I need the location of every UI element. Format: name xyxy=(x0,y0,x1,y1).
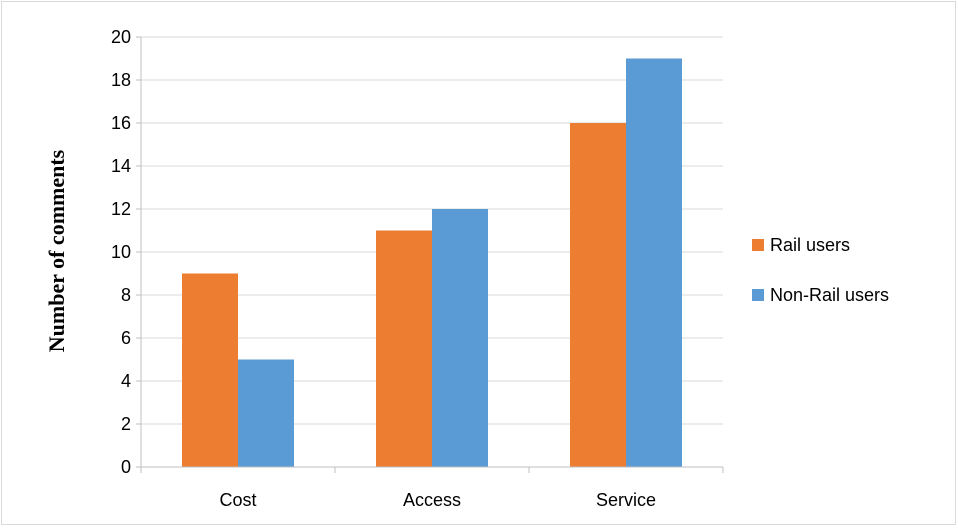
y-tick-label: 12 xyxy=(111,199,131,219)
y-tick-label: 18 xyxy=(111,70,131,90)
y-tick-label: 16 xyxy=(111,113,131,133)
x-category-labels: Cost Access Service xyxy=(219,490,656,510)
legend-swatch xyxy=(752,239,764,251)
y-tick-label: 14 xyxy=(111,156,131,176)
bar-rail-users-access xyxy=(376,231,432,468)
legend-label: Rail users xyxy=(770,235,850,255)
y-tick-label: 8 xyxy=(121,285,131,305)
legend-label: Non-Rail users xyxy=(770,285,889,305)
x-category-label: Cost xyxy=(219,490,256,510)
y-tick-label: 10 xyxy=(111,242,131,262)
bar-rail-users-cost xyxy=(182,274,238,468)
x-category-label: Access xyxy=(403,490,461,510)
legend: Rail users Non-Rail users xyxy=(752,235,889,305)
y-tick-label: 6 xyxy=(121,328,131,348)
bar-rail-users-service xyxy=(570,123,626,467)
y-tick-label: 20 xyxy=(111,27,131,47)
y-tick-label: 4 xyxy=(121,371,131,391)
x-category-label: Service xyxy=(596,490,656,510)
bar-non-rail-users-cost xyxy=(238,360,294,468)
bars xyxy=(182,59,682,468)
y-tick-labels: 0 2 4 6 8 10 12 14 16 18 20 xyxy=(111,27,131,477)
y-tick-label: 2 xyxy=(121,414,131,434)
y-axis-label: Number of comments xyxy=(44,149,69,352)
y-tick-label: 0 xyxy=(121,457,131,477)
bar-non-rail-users-access xyxy=(432,209,488,467)
legend-swatch xyxy=(752,289,764,301)
bar-non-rail-users-service xyxy=(626,59,682,468)
